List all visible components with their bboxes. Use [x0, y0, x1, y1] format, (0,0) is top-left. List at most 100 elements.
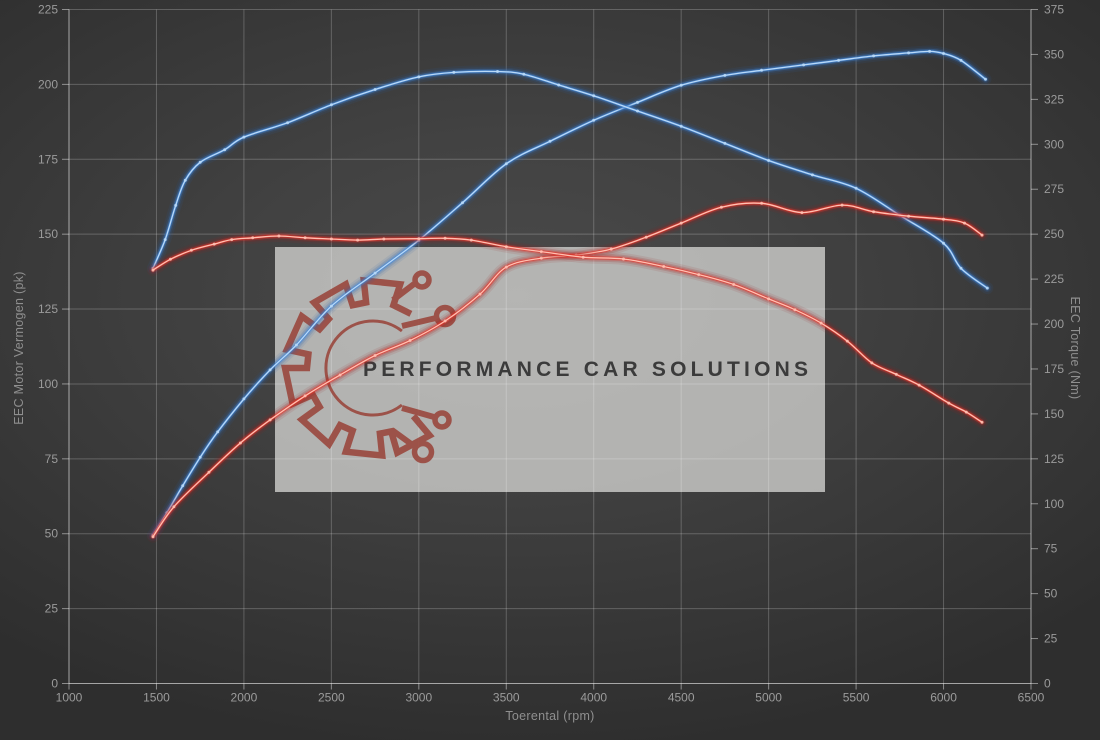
- y-right-tick-label: 50: [1044, 587, 1058, 601]
- data-point-marker: [810, 173, 814, 177]
- data-point-marker: [942, 217, 945, 221]
- data-point-marker: [373, 354, 377, 357]
- data-point-marker: [338, 373, 342, 377]
- x-tick-label: 2000: [231, 691, 258, 705]
- x-tick-label: 1500: [143, 691, 170, 705]
- circuit-node: [411, 440, 435, 464]
- data-point-marker: [303, 236, 307, 240]
- data-point-marker: [198, 160, 202, 164]
- circuit-trace: [401, 315, 437, 329]
- data-point-marker: [277, 234, 281, 238]
- curve-torque-blue: [147, 65, 994, 295]
- data-point-marker: [469, 238, 473, 242]
- y-right-tick-label: 325: [1044, 92, 1064, 106]
- y-left-tick-label: 225: [38, 3, 58, 17]
- data-point-marker: [329, 103, 333, 107]
- data-point-marker: [373, 271, 377, 275]
- data-point-marker: [496, 70, 499, 73]
- x-tick-label: 6500: [1018, 691, 1045, 705]
- y-right-tick-label: 75: [1044, 542, 1058, 556]
- axes: [62, 9, 1038, 690]
- y-left-tick-label: 175: [38, 152, 58, 166]
- data-point-marker: [679, 124, 683, 128]
- y-right-tick-label: 275: [1044, 182, 1064, 196]
- data-point-marker: [216, 430, 220, 434]
- data-point-marker: [168, 257, 172, 261]
- data-point-marker: [198, 455, 202, 459]
- data-point-marker: [636, 109, 639, 113]
- data-point-marker: [478, 292, 482, 296]
- data-point-marker: [417, 75, 421, 79]
- circuit-trace: [401, 405, 435, 420]
- y-right-tick-label: 25: [1044, 632, 1058, 646]
- data-point-marker: [592, 118, 596, 122]
- data-point-marker: [942, 52, 945, 55]
- data-point-marker: [212, 242, 216, 246]
- data-point-marker: [443, 236, 447, 240]
- data-point-marker: [223, 148, 227, 152]
- data-point-marker: [181, 484, 185, 488]
- data-point-marker: [163, 238, 167, 242]
- data-point-marker: [917, 383, 921, 387]
- data-point-marker: [303, 394, 307, 398]
- data-point-marker: [793, 308, 797, 312]
- x-tick-label: 1000: [56, 691, 83, 705]
- data-point-marker: [329, 304, 333, 308]
- data-point-marker: [504, 265, 508, 269]
- gear-inner-arc: [324, 319, 403, 417]
- data-point-marker: [207, 470, 211, 474]
- circuit-node: [412, 270, 432, 290]
- x-tick-label: 3500: [493, 691, 520, 705]
- curve-stroke: [152, 202, 983, 538]
- x-tick-label: 5500: [843, 691, 870, 705]
- y-right-tick-label: 350: [1044, 47, 1064, 61]
- y-left-tick-label: 0: [51, 677, 58, 691]
- data-point-marker: [872, 54, 876, 58]
- data-point-marker: [845, 339, 849, 343]
- y-left-tick-label: 150: [38, 227, 58, 241]
- data-point-marker: [719, 205, 723, 209]
- y-left-tick-label: 100: [38, 377, 58, 391]
- data-point-marker: [767, 297, 771, 301]
- y-right-tick-label: 200: [1044, 317, 1064, 331]
- data-point-marker: [662, 265, 666, 268]
- y-right-tick-label: 225: [1044, 272, 1064, 286]
- x-tick-label: 2500: [318, 691, 345, 705]
- x-tick-label: 4500: [668, 691, 695, 705]
- data-point-marker: [723, 141, 727, 145]
- data-point-marker: [679, 83, 683, 87]
- y-left-tick-label: 125: [38, 302, 58, 316]
- data-point-marker: [928, 49, 932, 53]
- data-point-marker: [870, 361, 874, 365]
- data-point-marker: [242, 397, 246, 401]
- y-right-tick-label: 300: [1044, 137, 1064, 151]
- data-point-marker: [452, 70, 456, 74]
- y-right-tick-label: 375: [1044, 3, 1064, 17]
- data-point-marker: [942, 241, 945, 245]
- data-point-marker: [557, 83, 561, 87]
- x-tick-label: 6000: [930, 691, 957, 705]
- data-point-marker: [268, 368, 272, 372]
- data-point-marker: [679, 221, 683, 225]
- data-point-marker: [609, 247, 613, 251]
- x-tick-label: 4000: [580, 691, 607, 705]
- y-left-tick-label: 75: [45, 452, 59, 466]
- data-point-marker: [760, 201, 764, 205]
- data-point-marker: [294, 343, 298, 347]
- gear-outline: [280, 276, 435, 460]
- data-point-marker: [963, 221, 966, 225]
- data-point-marker: [504, 245, 508, 249]
- y-right-tick-label: 100: [1044, 497, 1064, 511]
- data-point-marker: [732, 283, 736, 286]
- data-point-marker: [723, 73, 727, 77]
- data-point-marker: [230, 238, 234, 242]
- data-point-marker: [959, 58, 963, 62]
- data-point-marker: [697, 273, 701, 277]
- data-point-marker: [819, 321, 823, 325]
- data-point-marker: [984, 77, 987, 81]
- data-point-marker: [151, 535, 155, 539]
- data-point-marker: [581, 255, 585, 259]
- y-left-tick-label: 50: [45, 527, 59, 541]
- gear-circuit-icon: [280, 270, 457, 464]
